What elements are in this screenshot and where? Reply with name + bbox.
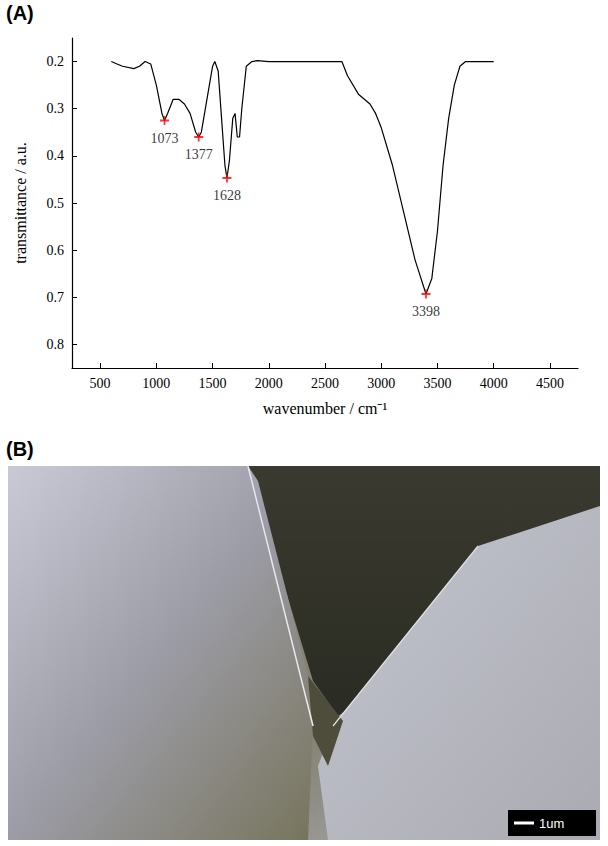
- svg-text:4000: 4000: [480, 376, 508, 391]
- svg-text:wavenumber / cm⁻¹: wavenumber / cm⁻¹: [263, 400, 388, 417]
- html-text:(B): (B): [6, 438, 34, 460]
- svg-text:0.7: 0.7: [47, 290, 65, 305]
- svg-text:1000: 1000: [142, 376, 170, 391]
- svg-text:1500: 1500: [199, 376, 227, 391]
- svg-text:1um: 1um: [539, 816, 564, 831]
- svg-text:1628: 1628: [213, 188, 241, 203]
- svg-text:0.5: 0.5: [47, 196, 65, 211]
- svg-text:0.2: 0.2: [47, 54, 65, 69]
- svg-text:0.6: 0.6: [47, 243, 65, 258]
- svg-text:transmittance / a.u.: transmittance / a.u.: [12, 142, 29, 264]
- svg-text:2500: 2500: [311, 376, 339, 391]
- svg-text:0.4: 0.4: [47, 148, 65, 163]
- svg-text:0.8: 0.8: [47, 337, 65, 352]
- svg-text:2000: 2000: [255, 376, 283, 391]
- html-text:(A): (A): [6, 2, 34, 24]
- svg-text:3500: 3500: [423, 376, 451, 391]
- svg-text:1073: 1073: [151, 131, 179, 146]
- svg-text:1377: 1377: [185, 147, 213, 162]
- svg-text:4500: 4500: [536, 376, 564, 391]
- svg-text:0.3: 0.3: [47, 101, 65, 116]
- svg-text:3398: 3398: [412, 304, 440, 319]
- svg-text:500: 500: [90, 376, 111, 391]
- svg-text:3000: 3000: [367, 376, 395, 391]
